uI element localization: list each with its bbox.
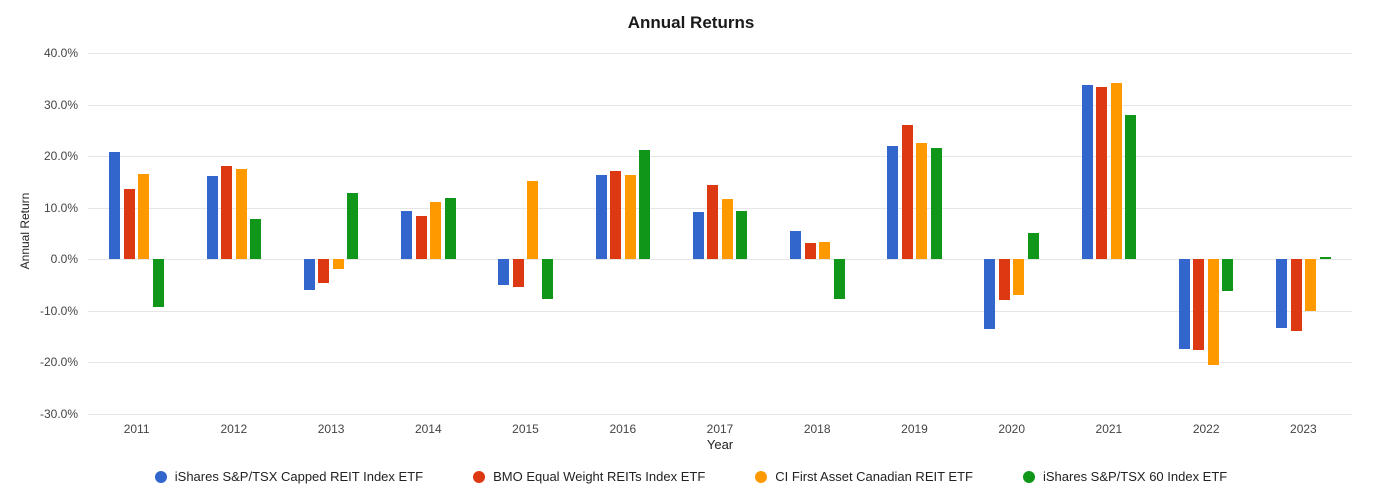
x-axis-title: Year: [706, 437, 734, 452]
x-tick-label-2018: 2018: [803, 422, 831, 436]
x-tick-label-2020: 2020: [998, 422, 1026, 436]
bar-series3-2021[interactable]: [1110, 82, 1122, 260]
bar-series1-2017[interactable]: [692, 211, 704, 260]
x-tick-label-2023: 2023: [1290, 422, 1317, 436]
legend: iShares S&P/TSX Capped REIT Index ETF BMO…: [0, 469, 1382, 484]
bar-series4-2019[interactable]: [930, 147, 942, 260]
bar-series3-2020[interactable]: [1013, 259, 1025, 295]
y-tick-label: -30.0%: [39, 406, 78, 421]
chart-title: Annual Returns: [627, 13, 755, 32]
bar-series4-2021[interactable]: [1125, 115, 1137, 260]
legend-item-series3: CI First Asset Canadian REIT ETF: [755, 469, 973, 484]
bar-series2-2016[interactable]: [610, 170, 621, 260]
legend-item-series4: iShares S&P/TSX 60 Index ETF: [1022, 469, 1228, 484]
bar-series4-2016[interactable]: [639, 150, 650, 260]
y-tick-label: 30.0%: [43, 97, 78, 112]
bar-series3-2019[interactable]: [916, 143, 928, 260]
legend-item-label: iShares S&P/TSX Capped REIT Index ETF: [174, 469, 424, 484]
bar-series1-2015[interactable]: [498, 259, 510, 286]
bar-series2-2012[interactable]: [221, 165, 233, 260]
bar-series3-2012[interactable]: [235, 169, 247, 260]
bar-series4-2023[interactable]: [1319, 257, 1331, 260]
bar-series3-2016[interactable]: [624, 175, 636, 260]
bar-series2-2023[interactable]: [1290, 259, 1302, 332]
bar-series3-2017[interactable]: [721, 199, 733, 260]
bar-series1-2021[interactable]: [1081, 85, 1093, 260]
x-tick-label-2019: 2019: [901, 422, 928, 436]
bar-series1-2020[interactable]: [984, 259, 996, 329]
bar-series2-2022[interactable]: [1193, 259, 1205, 351]
bar-series4-2015[interactable]: [541, 259, 553, 299]
legend-item-label: CI First Asset Canadian REIT ETF: [775, 469, 973, 484]
y-tick-label: 0.0%: [50, 252, 78, 267]
bar-series3-2014[interactable]: [430, 201, 442, 260]
x-tick-label-2016: 2016: [609, 422, 637, 436]
bar-series1-2023[interactable]: [1276, 259, 1288, 328]
gridline: [88, 207, 1352, 209]
legend-color-dot-icon: [154, 470, 167, 483]
bar-series4-2018[interactable]: [833, 259, 845, 300]
bar-series3-2011[interactable]: [138, 174, 150, 260]
bar-series2-2020[interactable]: [998, 259, 1010, 301]
y-tick-label: -10.0%: [39, 303, 78, 318]
bar-series4-2011[interactable]: [152, 259, 164, 308]
x-tick-label-2014: 2014: [414, 422, 442, 436]
plot-area: [88, 43, 1352, 419]
bar-series3-2018[interactable]: [819, 241, 830, 260]
bar-series1-2012[interactable]: [206, 176, 218, 260]
legend-color-dot-icon: [473, 470, 486, 483]
x-tick-label-2015: 2015: [512, 422, 539, 436]
x-tick-label-2021: 2021: [1095, 422, 1123, 436]
bar-series2-2017[interactable]: [707, 185, 719, 260]
x-tick-label-2012: 2012: [220, 422, 248, 436]
bar-series2-2014[interactable]: [415, 215, 427, 260]
gridline: [88, 413, 1352, 415]
bar-series1-2016[interactable]: [595, 174, 607, 260]
bar-series2-2018[interactable]: [804, 242, 816, 260]
bar-series2-2021[interactable]: [1096, 86, 1108, 260]
bar-series1-2014[interactable]: [401, 211, 413, 260]
bar-series3-2022[interactable]: [1207, 259, 1219, 365]
bar-series4-2013[interactable]: [347, 192, 359, 260]
legend-item-series2: BMO Equal Weight REITs Index ETF: [473, 469, 705, 484]
bar-series1-2019[interactable]: [887, 146, 899, 260]
legend-color-dot-icon: [755, 470, 768, 483]
bar-series3-2015[interactable]: [527, 181, 539, 260]
bar-series1-2022[interactable]: [1178, 259, 1190, 350]
gridline: [88, 362, 1352, 364]
bar-series3-2023[interactable]: [1305, 259, 1317, 311]
bar-series1-2013[interactable]: [303, 259, 315, 291]
bar-series1-2018[interactable]: [790, 231, 801, 260]
x-tick-label-2011: 2011: [123, 422, 150, 436]
gridline: [88, 156, 1352, 158]
bar-series3-2013[interactable]: [332, 259, 344, 269]
bar-series4-2022[interactable]: [1222, 259, 1234, 292]
legend-color-dot-icon: [1022, 470, 1035, 483]
bar-series2-2019[interactable]: [901, 125, 913, 260]
bar-series4-2012[interactable]: [250, 218, 262, 260]
y-tick-label: 20.0%: [43, 149, 78, 164]
bar-series4-2020[interactable]: [1027, 232, 1039, 260]
y-tick-label: 40.0%: [43, 46, 78, 61]
legend-item-series1: iShares S&P/TSX Capped REIT Index ETF: [154, 469, 424, 484]
bar-series4-2017[interactable]: [736, 210, 748, 260]
legend-item-label: BMO Equal Weight REITs Index ETF: [493, 469, 706, 484]
y-tick-label: 10.0%: [43, 200, 78, 215]
legend-item-label: iShares S&P/TSX 60 Index ETF: [1042, 469, 1228, 484]
gridline: [88, 53, 1352, 55]
bar-series1-2011[interactable]: [109, 151, 121, 260]
bar-series2-2013[interactable]: [318, 259, 330, 284]
gridline: [88, 259, 1352, 261]
bar-series2-2015[interactable]: [512, 259, 524, 287]
x-tick-label-2013: 2013: [317, 422, 345, 436]
y-tick-label: -20.0%: [39, 355, 78, 370]
bar-series2-2011[interactable]: [123, 188, 135, 260]
gridline: [88, 104, 1352, 106]
gridline: [88, 310, 1352, 312]
x-tick-label-2017: 2017: [706, 422, 734, 436]
bar-series4-2014[interactable]: [444, 198, 456, 260]
x-tick-label-2022: 2022: [1192, 422, 1220, 436]
